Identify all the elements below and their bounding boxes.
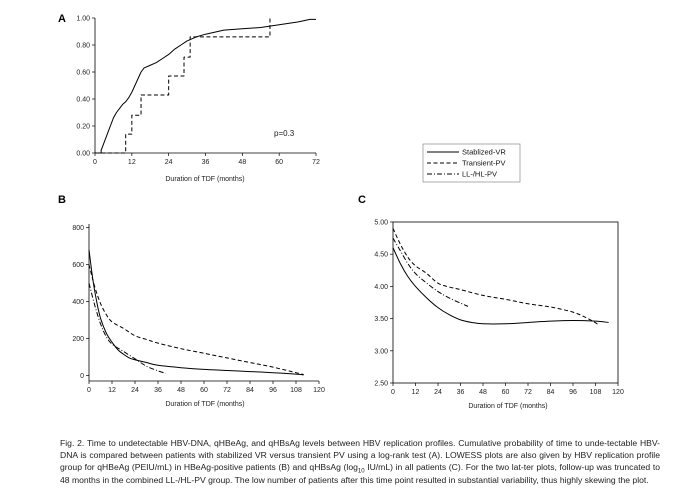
- panel-b-series-stablized-vr: [89, 250, 304, 375]
- panel-c-axes: 0 12 24 36 48 60 72 84 96 108 120 2.50 3.00 3.50 4.00 4…: [374, 220, 624, 397]
- panel-a-x-tick-label: 0: [93, 159, 97, 166]
- panel-b-x-tick-label: 12: [108, 387, 116, 394]
- panel-b-y-tick-label: 800: [72, 225, 84, 232]
- panel-c-series-stablized-vr: [393, 248, 609, 324]
- panel-c-y-tick-label: 4.00: [374, 284, 388, 291]
- panel-c-x-axis-label: Duration of TDF (months): [468, 403, 547, 410]
- panel-b-x-tick-label: 120: [313, 387, 325, 394]
- panel-a: A 0 12 24 36 48 60 720.000.200.400.600.801.00 …: [58, 13, 320, 183]
- panel-b-series: [89, 250, 304, 375]
- panel-b-y-tick-label: 400: [72, 299, 84, 306]
- panel-c-x-tick-label: 60: [502, 389, 510, 396]
- panel-b-x-tick-label: 96: [269, 387, 277, 394]
- panel-c-y-tick-label: 2.50: [374, 381, 388, 388]
- panel-a-letter: A: [58, 13, 66, 25]
- panel-a-p-value: p=0.3: [274, 129, 295, 138]
- panel-a-series-transient-pv: [95, 18, 270, 153]
- panel-a-axes: 0 12 24 36 48 60 72 0.00 0.20 0.40 0.60 0.80 1.00: [76, 16, 320, 167]
- panel-b-letter: B: [58, 194, 66, 206]
- legend-label-ll-hl-pv: LL-/HL-PV: [462, 170, 497, 179]
- panel-b-x-tick-label: 84: [246, 387, 254, 394]
- panel-a-x-tick-label: 36: [202, 159, 210, 166]
- panel-a-y-tick-label: 0.80: [76, 43, 90, 50]
- panel-c-x-tick-label: 72: [524, 389, 532, 396]
- panel-c-y-tick-label: 3.50: [374, 316, 388, 323]
- panel-b-x-tick-label: 72: [223, 387, 231, 394]
- legend-label-transient-pv: Transient-PV: [462, 159, 506, 168]
- panel-b-series-transient-pv: [89, 265, 304, 375]
- panel-c-x-tick-label: 84: [547, 389, 555, 396]
- panel-a-y-tick-label: 1.00: [76, 16, 90, 23]
- panel-b-x-tick-label: 60: [200, 387, 208, 394]
- panel-b-y-tick-label: 0: [80, 373, 84, 380]
- panel-c-frame: [393, 222, 618, 383]
- panel-b-x-tick-label: 24: [131, 387, 139, 394]
- figure-canvas: A 0 12 24 36 48 60 720.000.200.400.600.801.00 …: [0, 0, 683, 430]
- panel-a-x-tick-label: 12: [128, 159, 136, 166]
- panel-c-y-tick-label: 4.50: [374, 252, 388, 259]
- panel-c-y-tick-label: 3.00: [374, 348, 388, 355]
- legend: Stablized-VR Transient-PV LL-/HL-PV: [423, 144, 520, 182]
- panel-b-y-tick-label: 200: [72, 336, 84, 343]
- panel-a-y-tick-label: 0.60: [76, 70, 90, 77]
- panel-c-series: [393, 228, 609, 325]
- panel-a-y-tick-label: 0.40: [76, 97, 90, 104]
- panel-b-series-ll-hl-pv: [89, 283, 166, 373]
- panel-c-x-tick-label: 36: [457, 389, 465, 396]
- figure-caption: Fig. 2. Time to undetectable HBV-DNA, qH…: [60, 437, 660, 486]
- panel-b-y-tick-label: 600: [72, 262, 84, 269]
- panel-a-x-tick-label: 60: [275, 159, 283, 166]
- panel-c-x-tick-label: 0: [391, 389, 395, 396]
- panel-c-x-tick-label: 24: [434, 389, 442, 396]
- panel-c-x-tick-label: 96: [569, 389, 577, 396]
- legend-label-stablized-vr: Stablized-VR: [462, 148, 506, 157]
- panel-a-x-tick-label: 48: [238, 159, 246, 166]
- panel-b-x-tick-label: 48: [177, 387, 185, 394]
- panel-c-x-tick-label: 48: [479, 389, 487, 396]
- panel-a-y-tick-label: 0.20: [76, 124, 90, 131]
- panel-b-axes: 0 12 24 36 48 60 72 84 96 108 120 0 200 400 600 800: [72, 224, 325, 394]
- panel-a-x-tick-label: 24: [165, 159, 173, 166]
- panel-a-y-tick-label: 0.00: [76, 151, 90, 158]
- panel-b-x-tick-label: 36: [154, 387, 162, 394]
- panel-c-x-tick-label: 12: [412, 389, 420, 396]
- panel-c-x-tick-label: 108: [590, 389, 602, 396]
- panel-c-y-tick-label: 5.00: [374, 220, 388, 227]
- panel-c: C 0 12 24 36 48 60 72 84 96 108 120 2.50 3.00 3.50 4.0…: [358, 194, 624, 410]
- panel-c-series-ll-hl-pv: [393, 238, 468, 306]
- panel-a-x-axis-label: Duration of TDF (months): [165, 176, 244, 183]
- panel-b-x-axis-label: Duration of TDF (months): [165, 401, 244, 408]
- panel-c-x-tick-label: 120: [612, 389, 624, 396]
- panel-b-x-tick-label: 0: [87, 387, 91, 394]
- panel-b: B 0 12 24 36 48 60 72 84 96 108 120 0 200 400 600 800 D…: [58, 194, 325, 408]
- panel-c-letter: C: [358, 194, 366, 206]
- panel-a-x-tick-label: 72: [312, 159, 320, 166]
- panel-b-x-tick-label: 108: [290, 387, 302, 394]
- panel-c-series-transient-pv: [393, 228, 599, 325]
